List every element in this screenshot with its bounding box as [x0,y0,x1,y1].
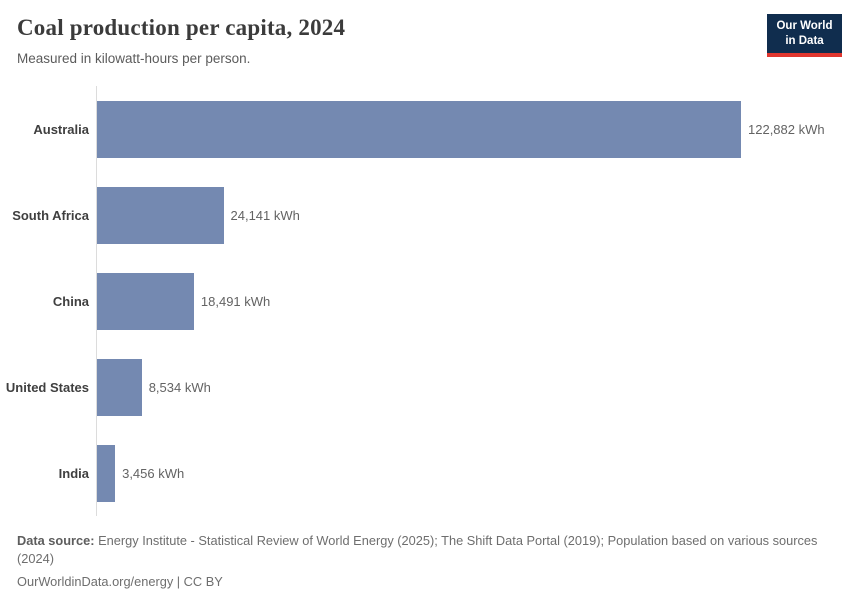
data-source-label: Data source: [17,533,95,548]
bar-chart: Australia 122,882 kWh South Africa 24,141 k… [0,86,850,516]
category-label: India [58,465,89,481]
category-label: Australia [33,121,89,137]
value-label: 8,534 kWh [148,379,211,395]
bar[interactable] [97,100,741,158]
bar-rows: Australia 122,882 kWh South Africa 24,141 k… [0,86,850,516]
bar-row: Australia 122,882 kWh [0,86,850,172]
value-label: 122,882 kWh [748,121,825,137]
bar-area: 24,141 kWh [96,172,850,258]
value-label: 3,456 kWh [122,465,185,481]
owid-logo-line2: in Data [785,34,824,47]
page-title: Coal production per capita, 2024 [17,15,346,40]
bar-row: South Africa 24,141 kWh [0,172,850,258]
category-label: China [52,293,89,309]
category-label: South Africa [12,207,89,223]
value-label: 18,491 kWh [200,293,271,309]
chart-footer: Data source: Energy Institute - Statisti… [17,532,825,591]
owid-logo[interactable]: Our World in Data [767,14,842,57]
category-label: United States [5,379,89,395]
footer-link[interactable]: OurWorldinData.org/energy | CC BY [17,574,223,590]
bar-row: United States 8,534 kWh [0,344,850,430]
bar[interactable] [97,186,224,244]
bar[interactable] [97,358,142,416]
chart-subtitle: Measured in kilowatt-hours per person. [17,51,251,66]
bar-area: 8,534 kWh [96,344,850,430]
data-source-text: Energy Institute - Statistical Review of… [17,533,818,567]
owid-logo-line1: Our World [776,20,833,32]
value-label: 24,141 kWh [230,207,300,223]
bar-area: 3,456 kWh [96,430,850,516]
data-source-line: Data source: Energy Institute - Statisti… [17,532,825,568]
chart-header: Coal production per capita, 2024 Measure… [0,0,850,80]
bar-row: China 18,491 kWh [0,258,850,344]
bar-area: 122,882 kWh [96,86,850,172]
bar[interactable] [97,444,116,502]
bar-area: 18,491 kWh [96,258,850,344]
bar-row: India 3,456 kWh [0,430,850,516]
bar[interactable] [97,272,194,330]
